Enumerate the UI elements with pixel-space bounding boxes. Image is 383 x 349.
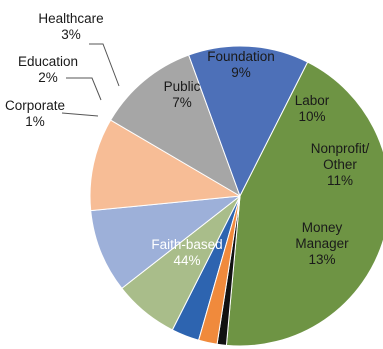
slice-label-labor: Labor 10% [295,93,330,124]
pie-slice-education [198,195,241,345]
slice-labels: Healthcare 3%Public 7%Foundation 9%Labor 10%… [5,11,370,268]
pie-slice-nonprofit-other [109,54,241,198]
slice-label-corporate: Corporate 1% [5,98,65,129]
pie-slice-faith-based [225,61,383,347]
leader-line-corporate [61,112,99,117]
leader-lines [61,43,120,117]
pie-slice-foundation [90,195,242,290]
slice-name-nonprofit-other: Other [323,157,357,172]
slice-name-public: Public [164,79,201,94]
slice-percent-public: 7% [172,95,192,110]
slice-name-money-manager: Money [302,220,343,235]
slice-name-labor: Labor [295,93,330,108]
slice-percent-faith-based: 44% [173,253,200,268]
slice-percent-labor: 10% [298,109,325,124]
slice-label-foundation: Foundation 9% [207,49,275,80]
slice-label-public: Public 7% [164,79,201,110]
pie-slice-money-manager [188,45,309,198]
slice-label-education: Education 2% [18,54,78,85]
slice-name-healthcare: Healthcare [38,11,103,26]
slice-name-money-manager: Manager [295,236,349,251]
slice-percent-foundation: 9% [231,65,251,80]
slice-label-money-manager: Money Manager 13% [295,220,349,267]
slice-percent-money-manager: 13% [308,252,335,267]
pie-slices [89,45,383,347]
slice-label-nonprofit-other: Nonprofit/Other 11% [311,141,370,188]
slice-percent-healthcare: 3% [61,27,81,42]
leader-line-education [66,77,102,101]
slice-label-healthcare: Healthcare 3% [38,11,103,42]
slice-percent-nonprofit-other: 11% [327,173,353,188]
slice-label-faith-based: Faith-based 44% [151,237,222,268]
pie-slice-labor [89,119,242,212]
slice-name-corporate: Corporate [5,98,65,113]
slice-percent-education: 2% [38,70,58,85]
slice-name-nonprofit-other: Nonprofit/ [311,141,370,156]
slice-name-education: Education [18,54,78,69]
slice-percent-corporate: 1% [25,114,45,129]
leader-line-healthcare [89,43,120,87]
slice-name-foundation: Foundation [207,49,275,64]
slice-name-faith-based: Faith-based [151,237,222,252]
